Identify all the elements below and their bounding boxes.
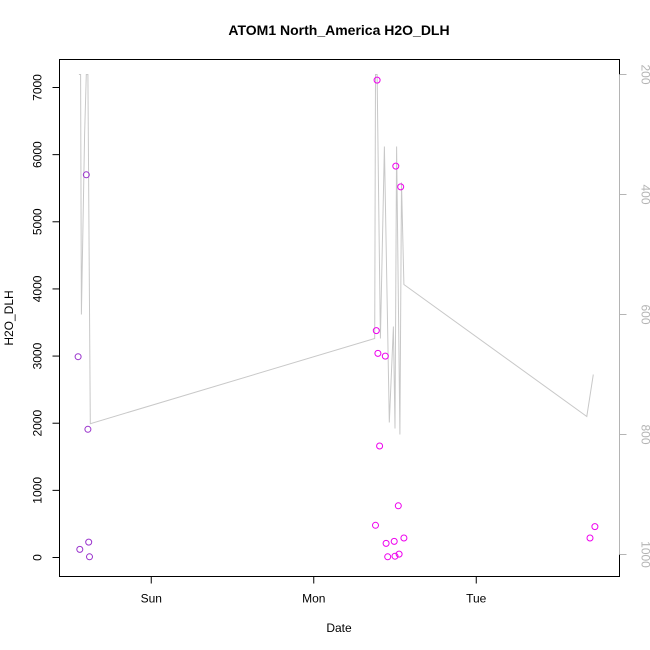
data-point <box>397 183 405 191</box>
data-points <box>74 76 599 561</box>
y-left-tick-label: 0 <box>31 554 45 561</box>
data-point <box>384 553 392 561</box>
y-left-tick-label: 5000 <box>31 208 45 235</box>
y-left-tick-label: 4000 <box>31 275 45 302</box>
data-point <box>392 162 400 170</box>
y-axis-right: 200 400 600 800 1000 <box>619 64 650 568</box>
series-line-right-axis <box>78 74 594 435</box>
y-right-tick-label: 800 <box>639 424 650 444</box>
y-axis-left: 0 1000 2000 3000 4000 5000 6000 7000 <box>31 74 60 561</box>
y-left-tick-label: 3000 <box>31 342 45 369</box>
data-point <box>74 353 82 361</box>
x-axis-label: Date <box>326 621 352 635</box>
data-point <box>381 352 389 360</box>
chart-title: ATOM1 North_America H2O_DLH <box>228 22 449 38</box>
data-point <box>85 538 93 546</box>
y-left-tick-label: 6000 <box>31 141 45 168</box>
x-tick-label: Tue <box>466 592 487 606</box>
data-point <box>84 425 92 433</box>
data-point <box>394 502 402 510</box>
data-point <box>382 539 390 547</box>
data-point <box>82 171 90 179</box>
y-right-tick-label: 1000 <box>639 541 650 568</box>
y-right-tick-label: 600 <box>639 304 650 324</box>
data-point <box>586 534 594 542</box>
y-left-tick-label: 2000 <box>31 410 45 437</box>
y-left-tick-label: 1000 <box>31 477 45 504</box>
plot-frame <box>59 59 620 577</box>
data-point <box>390 537 398 545</box>
data-point <box>372 327 380 335</box>
x-axis: Sun Mon Tue <box>141 576 487 606</box>
right-axis-series-line <box>78 74 594 435</box>
data-point <box>591 523 599 531</box>
data-point <box>376 442 384 450</box>
data-point <box>76 545 84 553</box>
y-axis-label: H2O_DLH <box>2 290 16 345</box>
x-tick-label: Mon <box>302 592 325 606</box>
y-left-tick-label: 7000 <box>31 74 45 101</box>
y-right-tick-label: 200 <box>639 64 650 84</box>
data-point <box>372 521 379 529</box>
data-point <box>400 534 408 542</box>
x-tick-label: Sun <box>141 592 162 606</box>
y-right-tick-label: 400 <box>639 184 650 204</box>
data-point <box>395 550 403 558</box>
data-point <box>374 349 382 357</box>
data-point <box>391 552 399 560</box>
data-point <box>373 76 381 84</box>
data-point <box>86 553 93 561</box>
